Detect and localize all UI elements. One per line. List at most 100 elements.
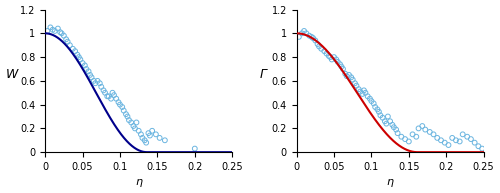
Point: [401, 138, 409, 141]
Point: [134, 129, 142, 132]
Point: [364, 95, 372, 98]
Point: [458, 133, 466, 136]
Point: [448, 136, 456, 140]
Point: [381, 120, 389, 123]
Point: [375, 110, 383, 113]
Point: [51, 29, 59, 32]
X-axis label: η: η: [386, 177, 394, 187]
Point: [366, 97, 374, 100]
Point: [378, 116, 386, 119]
Point: [74, 53, 82, 56]
Point: [342, 74, 350, 78]
Point: [88, 76, 96, 79]
Y-axis label: Γ: Γ: [260, 68, 266, 81]
Point: [140, 139, 148, 142]
Point: [437, 139, 445, 142]
Point: [144, 132, 152, 135]
Point: [44, 29, 52, 32]
Point: [66, 44, 74, 47]
Point: [152, 133, 160, 136]
Point: [101, 91, 109, 94]
Point: [108, 91, 116, 94]
Point: [92, 82, 100, 85]
Point: [433, 136, 441, 140]
Point: [422, 128, 430, 131]
Point: [306, 34, 314, 37]
Point: [48, 28, 56, 31]
Point: [148, 129, 156, 132]
Point: [467, 138, 475, 141]
Point: [362, 91, 370, 94]
Point: [161, 139, 169, 142]
Point: [64, 40, 72, 43]
Point: [334, 60, 342, 63]
Point: [124, 115, 132, 118]
Point: [392, 128, 400, 131]
Point: [328, 58, 336, 61]
Point: [46, 26, 54, 29]
Point: [322, 52, 330, 55]
Point: [96, 82, 104, 85]
Point: [191, 147, 199, 150]
Point: [125, 119, 133, 122]
Point: [81, 64, 89, 67]
Point: [374, 108, 382, 111]
Point: [352, 84, 360, 87]
Point: [84, 70, 92, 73]
Point: [295, 35, 303, 38]
Point: [312, 39, 320, 42]
Point: [368, 100, 376, 103]
Point: [75, 56, 83, 59]
Point: [320, 50, 328, 53]
Point: [388, 123, 396, 126]
Point: [114, 101, 122, 104]
Point: [132, 121, 140, 124]
Point: [116, 103, 124, 106]
Point: [408, 133, 416, 136]
Point: [326, 56, 334, 59]
Point: [56, 31, 64, 34]
Point: [318, 47, 326, 50]
Point: [412, 135, 420, 138]
Point: [332, 58, 340, 61]
Y-axis label: W: W: [6, 68, 18, 81]
Point: [386, 120, 394, 123]
Point: [478, 147, 486, 150]
Point: [60, 34, 68, 37]
Point: [309, 36, 317, 40]
Point: [376, 114, 384, 117]
Point: [71, 50, 79, 53]
Point: [444, 143, 452, 146]
Point: [371, 105, 379, 108]
Point: [137, 133, 145, 136]
Point: [146, 134, 154, 137]
Point: [463, 135, 471, 138]
Point: [138, 136, 146, 140]
Point: [348, 78, 356, 81]
Point: [336, 63, 344, 66]
Point: [120, 109, 128, 112]
Point: [98, 85, 106, 88]
Point: [107, 97, 115, 100]
Point: [78, 62, 86, 65]
Point: [470, 141, 478, 144]
Point: [118, 105, 126, 108]
Point: [347, 76, 355, 79]
Point: [156, 136, 164, 140]
Point: [339, 67, 347, 70]
Point: [315, 45, 323, 48]
Point: [300, 29, 308, 32]
Point: [341, 72, 349, 75]
Point: [112, 97, 120, 100]
Point: [302, 32, 310, 35]
X-axis label: η: η: [135, 177, 142, 187]
Point: [104, 95, 112, 98]
Point: [426, 130, 434, 134]
Point: [330, 56, 338, 59]
Point: [338, 65, 345, 68]
Point: [356, 90, 364, 93]
Point: [398, 135, 406, 138]
Point: [110, 94, 118, 97]
Point: [100, 89, 108, 92]
Point: [127, 121, 135, 124]
